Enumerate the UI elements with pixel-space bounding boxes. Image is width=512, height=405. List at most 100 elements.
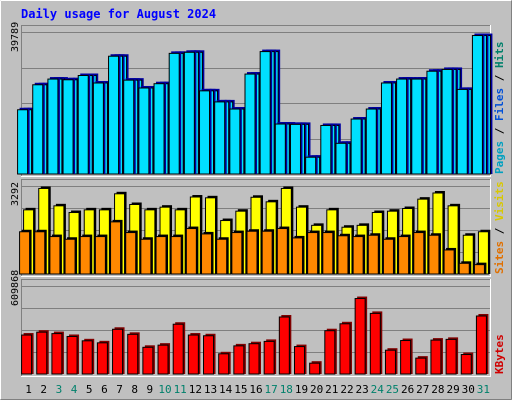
- bar: [47, 78, 59, 175]
- bar: [157, 344, 169, 375]
- day-label: 3: [56, 383, 63, 396]
- bar: [369, 312, 381, 375]
- bar: [123, 79, 135, 175]
- bar: [473, 264, 485, 275]
- bar: [339, 323, 351, 375]
- bar: [201, 233, 213, 275]
- panel-max-label: 39789: [10, 22, 21, 52]
- bar: [350, 118, 362, 175]
- day-label: 20: [310, 383, 323, 396]
- bar: [32, 84, 44, 175]
- bar: [324, 330, 336, 375]
- bar: [320, 124, 332, 175]
- panel-legend: Pages / Files / Hits: [493, 42, 506, 175]
- bar: [274, 123, 286, 175]
- bar: [248, 343, 260, 375]
- day-label: 30: [462, 383, 475, 396]
- bar: [293, 346, 305, 375]
- day-label: 1: [25, 383, 32, 396]
- day-label: 24: [371, 383, 385, 396]
- bar: [185, 228, 197, 275]
- day-label: 31: [477, 383, 490, 396]
- bar: [140, 238, 152, 275]
- bar: [112, 328, 124, 375]
- bar: [183, 51, 195, 175]
- day-label: 25: [386, 383, 399, 396]
- bar: [81, 340, 93, 375]
- bar: [337, 235, 349, 275]
- bar: [110, 221, 122, 275]
- day-label: 21: [325, 383, 338, 396]
- bar: [138, 87, 150, 175]
- bar: [396, 78, 408, 175]
- day-label: 6: [101, 383, 108, 396]
- bar: [108, 55, 120, 175]
- bar: [229, 108, 241, 175]
- bar: [309, 362, 321, 375]
- bar: [261, 230, 273, 275]
- bar: [263, 340, 275, 375]
- bar: [426, 70, 438, 175]
- day-label: 18: [280, 383, 293, 396]
- chart-title: Daily usage for August 2024: [21, 7, 216, 21]
- legend-item-2: Files: [493, 88, 506, 121]
- bar: [415, 357, 427, 375]
- day-label: 5: [86, 383, 93, 396]
- bar: [142, 346, 154, 375]
- bar: [413, 232, 425, 275]
- legend-item-3: /: [493, 68, 506, 88]
- bar: [170, 236, 182, 275]
- bar: [384, 349, 396, 375]
- bar: [19, 231, 31, 275]
- bar: [445, 338, 457, 375]
- day-label: 9: [147, 383, 154, 396]
- bar: [21, 334, 33, 375]
- bar: [34, 231, 46, 275]
- bar: [443, 249, 455, 275]
- bar: [456, 88, 468, 175]
- day-label: 23: [356, 383, 369, 396]
- series-sites: [19, 219, 487, 275]
- bar: [430, 339, 442, 375]
- bar: [400, 340, 412, 375]
- bar: [125, 232, 137, 275]
- bar: [231, 232, 243, 275]
- bar: [246, 230, 258, 275]
- bar: [199, 90, 211, 175]
- day-label: 28: [431, 383, 444, 396]
- bar: [96, 342, 108, 375]
- day-label: 4: [71, 383, 78, 396]
- day-label: 2: [40, 383, 47, 396]
- bar: [17, 109, 29, 175]
- bar: [66, 335, 78, 375]
- day-label: 22: [340, 383, 353, 396]
- legend-item-0: KBytes: [493, 334, 506, 374]
- legend-item-2: Visits: [493, 181, 506, 221]
- bar: [214, 101, 226, 175]
- day-label: 27: [416, 383, 429, 396]
- day-label: 17: [265, 383, 278, 396]
- day-labels: 1 2 3 4 5 6 7 8 9 10 11 12 13 14 15 16 17 18 19 20 21 22 23 24 2…: [25, 383, 490, 396]
- bar: [305, 156, 317, 175]
- bar: [64, 238, 76, 275]
- panel-top: 39789 Pages / Files / Hits: [10, 22, 506, 177]
- day-label: 29: [446, 383, 459, 396]
- bar: [259, 51, 271, 175]
- panel-max-label: 3292: [10, 182, 21, 206]
- bar: [460, 354, 472, 375]
- legend-item-1: /: [493, 221, 506, 241]
- day-label: 14: [219, 383, 233, 396]
- bar: [218, 353, 230, 375]
- legend-item-4: Hits: [493, 42, 506, 69]
- day-label: 26: [401, 383, 414, 396]
- bar: [428, 234, 440, 275]
- day-label: 16: [249, 383, 262, 396]
- series-pages: [17, 33, 485, 175]
- bar: [77, 75, 89, 175]
- legend-item-0: Sites: [493, 241, 506, 274]
- bar: [380, 82, 392, 175]
- bar: [475, 315, 487, 375]
- bar: [244, 73, 256, 175]
- bar: [216, 238, 228, 275]
